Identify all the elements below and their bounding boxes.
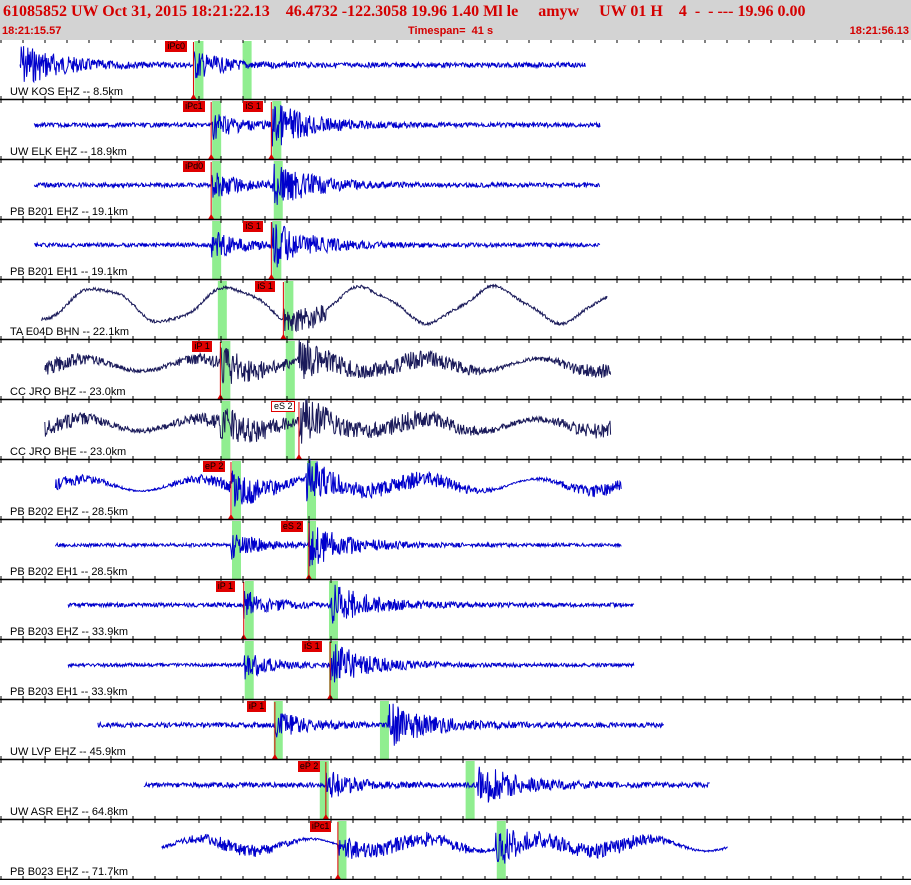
pick-label[interactable]: iPc0 [165, 41, 187, 52]
pick-marker[interactable] [208, 214, 215, 219]
waveform [54, 521, 622, 567]
trace-row[interactable] [0, 640, 911, 701]
waveform [67, 644, 635, 683]
pick-label[interactable]: iPd0 [183, 161, 206, 172]
trace-row[interactable] [0, 700, 911, 761]
pick-window [328, 641, 338, 699]
station-label: UW ASR EHZ -- 64.8km [10, 806, 128, 818]
event-header: 61085852 UW Oct 31, 2015 18:21:22.13 46.… [0, 0, 911, 40]
pick-label[interactable]: iP 1 [215, 581, 236, 592]
station-label: PB B203 EHZ -- 33.9km [10, 626, 128, 638]
pick-marker[interactable] [268, 154, 275, 159]
station-label: PB B202 EHZ -- 28.5km [10, 506, 128, 518]
pick-window [328, 581, 338, 639]
pick-label[interactable]: iP 1 [246, 701, 267, 712]
station-label: PB B203 EH1 -- 33.9km [10, 686, 128, 698]
trace-row[interactable] [0, 580, 911, 641]
event-title: 61085852 UW Oct 31, 2015 18:21:22.13 46.… [3, 3, 806, 20]
pick-marker[interactable] [327, 694, 334, 699]
pick-marker[interactable] [227, 514, 234, 519]
waveform [97, 703, 665, 746]
waveform [44, 339, 612, 384]
pick-window [284, 281, 294, 339]
pick-label[interactable]: iS 1 [302, 641, 322, 652]
station-label: PB B023 EHZ -- 71.7km [10, 866, 128, 878]
waveform [143, 766, 710, 803]
station-label: CC JRO BHE -- 23.0km [10, 446, 127, 458]
pick-window [231, 521, 241, 579]
pick-label[interactable]: iS 1 [243, 221, 263, 232]
pick-window [337, 821, 347, 879]
seismogram-panel[interactable]: iPc0 UW KOS EHZ -- 8.5km iPc1 iS 1 UW ELK EH… [0, 40, 911, 881]
station-label: UW ELK EHZ -- 18.9km [10, 146, 127, 158]
pick-window [244, 581, 254, 639]
pick-marker[interactable] [217, 394, 224, 399]
trace-row[interactable] [0, 160, 911, 221]
waveform [34, 222, 601, 268]
pick-window [285, 341, 295, 399]
station-label: CC JRO BHZ -- 23.0km [10, 386, 126, 398]
pick-window [379, 701, 389, 759]
trace-row[interactable] [0, 339, 911, 401]
station-label: PB B202 EH1 -- 28.5km [10, 566, 128, 578]
station-label: UW LVP EHZ -- 45.9km [10, 746, 126, 758]
pick-marker[interactable] [295, 454, 302, 459]
waveform [44, 398, 612, 444]
pick-marker[interactable] [208, 154, 215, 159]
trace-row[interactable] [0, 458, 911, 521]
pick-window [221, 401, 231, 459]
pick-label[interactable]: eS 2 [270, 401, 296, 412]
trace-row[interactable] [0, 398, 911, 461]
station-label: PB B201 EH1 -- 19.1km [10, 266, 128, 278]
trace-row[interactable] [0, 820, 911, 881]
trace-row[interactable] [0, 280, 911, 341]
pick-marker[interactable] [240, 634, 247, 639]
pick-label[interactable]: iS 1 [255, 281, 275, 292]
start-time-label: 18:21:15.57 [2, 25, 62, 37]
timespan-label: Timespan= 41 s [408, 25, 494, 37]
trace-row[interactable] [0, 520, 911, 581]
pick-window [465, 761, 475, 819]
waveform [40, 283, 608, 333]
pick-window [273, 161, 283, 219]
pick-marker[interactable] [334, 874, 341, 879]
station-label: PB B201 EHZ -- 19.1km [10, 206, 128, 218]
waveform [33, 163, 601, 205]
end-time-label: 18:21:56.13 [849, 25, 909, 37]
station-label: UW KOS EHZ -- 8.5km [10, 86, 124, 98]
pick-marker[interactable] [190, 94, 197, 99]
pick-window [217, 281, 227, 339]
pick-window [285, 401, 295, 459]
pick-label[interactable]: iPc1 [183, 101, 205, 112]
trace-row[interactable] [0, 220, 911, 281]
pick-label[interactable]: eP 2 [297, 761, 321, 772]
pick-window [242, 41, 252, 99]
pick-label[interactable]: iS 1 [243, 101, 263, 112]
waveform [67, 584, 635, 624]
pick-label[interactable]: eP 2 [202, 461, 226, 472]
waveform [161, 828, 728, 864]
seismogram-traces[interactable] [0, 40, 911, 881]
trace-row[interactable] [0, 760, 911, 821]
trace-row[interactable] [0, 40, 911, 101]
pick-label[interactable]: eS 2 [280, 521, 304, 532]
waveform [54, 458, 622, 507]
pick-marker[interactable] [280, 334, 287, 339]
pick-window [221, 341, 231, 399]
pick-marker[interactable] [271, 754, 278, 759]
trace-row[interactable] [0, 100, 911, 161]
pick-marker[interactable] [268, 274, 275, 279]
pick-window [319, 761, 329, 819]
pick-window [273, 701, 283, 759]
pick-label[interactable]: iP 1 [192, 341, 212, 352]
pick-label[interactable]: iPc1 [309, 821, 332, 832]
waveform [19, 46, 586, 84]
waveform [33, 105, 601, 147]
pick-marker[interactable] [322, 814, 329, 819]
station-label: TA E04D BHN -- 22.1km [10, 326, 129, 338]
